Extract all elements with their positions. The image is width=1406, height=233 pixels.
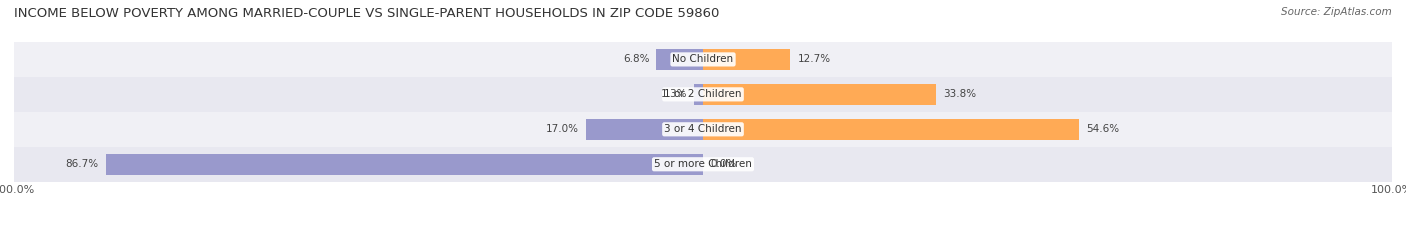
Text: Source: ZipAtlas.com: Source: ZipAtlas.com bbox=[1281, 7, 1392, 17]
Text: 1 or 2 Children: 1 or 2 Children bbox=[664, 89, 742, 99]
Text: 3 or 4 Children: 3 or 4 Children bbox=[664, 124, 742, 134]
Text: INCOME BELOW POVERTY AMONG MARRIED-COUPLE VS SINGLE-PARENT HOUSEHOLDS IN ZIP COD: INCOME BELOW POVERTY AMONG MARRIED-COUPL… bbox=[14, 7, 720, 20]
Bar bbox=[105, 154, 703, 175]
Bar bbox=[14, 77, 1392, 112]
Bar bbox=[703, 84, 936, 105]
Text: 5 or more Children: 5 or more Children bbox=[654, 159, 752, 169]
Text: 17.0%: 17.0% bbox=[546, 124, 579, 134]
Bar bbox=[586, 119, 703, 140]
Text: 6.8%: 6.8% bbox=[623, 55, 650, 64]
Bar bbox=[703, 119, 1080, 140]
Text: 12.7%: 12.7% bbox=[797, 55, 831, 64]
Bar bbox=[703, 49, 790, 70]
Bar bbox=[14, 147, 1392, 182]
Bar bbox=[657, 49, 703, 70]
Bar bbox=[695, 84, 703, 105]
Text: 54.6%: 54.6% bbox=[1085, 124, 1119, 134]
Text: 0.0%: 0.0% bbox=[710, 159, 737, 169]
Text: 1.3%: 1.3% bbox=[661, 89, 688, 99]
Bar bbox=[14, 112, 1392, 147]
Text: 86.7%: 86.7% bbox=[66, 159, 98, 169]
Text: No Children: No Children bbox=[672, 55, 734, 64]
Text: 33.8%: 33.8% bbox=[943, 89, 976, 99]
Bar bbox=[14, 42, 1392, 77]
